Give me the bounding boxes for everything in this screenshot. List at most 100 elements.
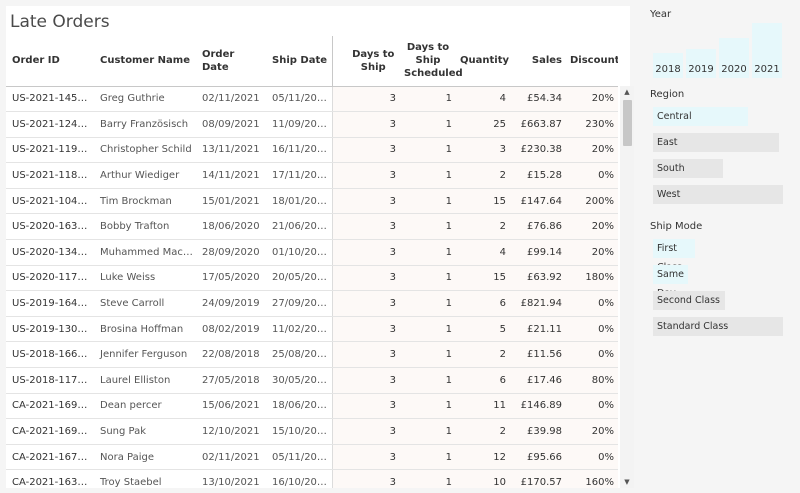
- discount-cell: 0%: [566, 444, 618, 471]
- sales-cell: £147.64: [510, 188, 566, 215]
- sales-cell: £663.87: [510, 111, 566, 138]
- customer-name-cell: Christopher Schild: [96, 137, 198, 164]
- customer-name-cell: Laurel Elliston: [96, 367, 198, 394]
- table-row[interactable]: US-2021-118157 Arthur Wiediger 14/11/2021 1…: [6, 162, 618, 189]
- ship-mode-filter-item[interactable]: Second Class: [653, 291, 725, 310]
- ship-mode-filter-item[interactable]: Same Day: [653, 265, 688, 299]
- sales-cell: £11.56: [510, 341, 566, 369]
- region-filter-item[interactable]: South: [653, 159, 723, 178]
- year-filter-bar[interactable]: [653, 53, 683, 78]
- ship-date-cell: 16/11/2021: [268, 137, 332, 164]
- table-row[interactable]: US-2019-130491 Brosina Hoffman 08/02/2019 1…: [6, 316, 618, 343]
- customer-name-cell: Tim Brockman: [96, 188, 198, 215]
- days-scheduled-cell: 1: [400, 162, 456, 189]
- year-filter-bar[interactable]: [752, 23, 782, 78]
- table-row[interactable]: US-2018-166828 Jennifer Ferguson 22/08/201…: [6, 341, 618, 369]
- customer-name-cell: Jennifer Ferguson: [96, 341, 198, 369]
- ship-mode-filter-item[interactable]: Standard Class: [653, 317, 783, 336]
- quantity-cell: 2: [456, 213, 510, 241]
- days-to-ship-cell: 3: [331, 341, 400, 369]
- sales-cell: £54.34: [510, 86, 566, 113]
- days-to-ship-cell: 3: [331, 137, 400, 164]
- region-filter-item[interactable]: West: [653, 185, 783, 204]
- order-id-cell: CA-2021-163160: [6, 469, 96, 488]
- customer-name-cell: Arthur Wiediger: [96, 162, 198, 189]
- order-id-cell: US-2020-163461: [6, 213, 96, 241]
- scroll-up-arrow-icon[interactable]: ▲: [624, 88, 630, 96]
- days-scheduled-cell: 1: [400, 444, 456, 471]
- discount-cell: 200%: [566, 188, 618, 215]
- sales-cell: £76.86: [510, 213, 566, 241]
- table-row[interactable]: CA-2021-167227 Nora Paige 02/11/2021 05/11/…: [6, 444, 618, 471]
- discount-cell: 0%: [566, 393, 618, 420]
- days-to-ship-cell: 3: [331, 393, 400, 420]
- sales-cell: £99.14: [510, 239, 566, 266]
- header-days-to-ship-scheduled[interactable]: Days to Ship Scheduled: [400, 36, 463, 87]
- sales-cell: £821.94: [510, 290, 566, 317]
- customer-name-cell: Luke Weiss: [96, 265, 198, 292]
- table-row[interactable]: CA-2021-163160 Troy Staebel 13/10/2021 16/1…: [6, 469, 618, 488]
- ship-date-cell: 27/09/2019: [268, 290, 332, 317]
- year-filter-label-item[interactable]: 2018: [655, 64, 681, 75]
- header-discount[interactable]: Discount: [566, 36, 618, 87]
- days-to-ship-cell: 3: [331, 188, 400, 215]
- order-id-cell: CA-2021-169691: [6, 393, 96, 420]
- table-row[interactable]: US-2021-119662 Christopher Schild 13/11/20…: [6, 137, 618, 164]
- table-row[interactable]: US-2018-117058 Laurel Elliston 27/05/2018 3…: [6, 367, 618, 394]
- table-row[interactable]: US-2021-145597 Greg Guthrie 02/11/2021 05/1…: [6, 86, 618, 113]
- order-date-cell: 13/10/2021: [198, 469, 268, 488]
- table-row[interactable]: US-2020-163461 Bobby Trafton 18/06/2020 21/…: [6, 213, 618, 241]
- order-date-cell: 14/11/2021: [198, 162, 268, 189]
- region-filter-item[interactable]: East: [653, 133, 779, 152]
- table-row[interactable]: US-2021-104661 Tim Brockman 15/01/2021 18/0…: [6, 188, 618, 215]
- days-to-ship-cell: 3: [331, 290, 400, 317]
- table-row[interactable]: US-2020-134656 Muhammed Macint... 28/09/20…: [6, 239, 618, 266]
- table-body: US-2021-145597 Greg Guthrie 02/11/2021 05/1…: [6, 86, 618, 488]
- sales-cell: £21.11: [510, 316, 566, 343]
- ship-mode-filter-label: Ship Mode: [650, 221, 703, 232]
- year-filter-bar[interactable]: [686, 49, 716, 78]
- days-to-ship-cell: 3: [331, 316, 400, 343]
- order-date-cell: 18/06/2020: [198, 213, 268, 241]
- customer-name-cell: Muhammed Macint...: [96, 239, 198, 266]
- header-days-to-ship[interactable]: Days to Ship: [331, 36, 400, 87]
- table-row[interactable]: US-2020-117037 Luke Weiss 17/05/2020 20/05/…: [6, 265, 618, 292]
- order-id-cell: US-2021-118157: [6, 162, 96, 189]
- header-ship-date[interactable]: Ship Date: [268, 36, 332, 87]
- region-filter-item[interactable]: Central: [653, 107, 748, 126]
- quantity-cell: 2: [456, 162, 510, 189]
- scroll-thumb[interactable]: [623, 100, 632, 146]
- discount-cell: 160%: [566, 469, 618, 488]
- order-date-cell: 27/05/2018: [198, 367, 268, 394]
- table-row[interactable]: US-2021-124779 Barry Französisch 08/09/202…: [6, 111, 618, 138]
- discount-cell: 0%: [566, 316, 618, 343]
- year-filter-label-item[interactable]: 2021: [754, 64, 780, 75]
- ship-mode-filter-item[interactable]: First Class: [653, 239, 695, 273]
- customer-name-cell: Dean percer: [96, 393, 198, 420]
- table-header-row: Order ID Customer Name Order Date Ship D…: [6, 36, 618, 87]
- header-quantity[interactable]: Quantity: [456, 36, 510, 87]
- quantity-cell: 2: [456, 341, 510, 369]
- customer-name-cell: Brosina Hoffman: [96, 316, 198, 343]
- table-scrollbar[interactable]: ▲ ▼: [620, 86, 634, 488]
- table-row[interactable]: US-2019-164308 Steve Carroll 24/09/2019 27/…: [6, 290, 618, 317]
- order-date-cell: 15/01/2021: [198, 188, 268, 215]
- scroll-down-arrow-icon[interactable]: ▼: [624, 478, 630, 486]
- year-filter-bar[interactable]: [719, 38, 749, 78]
- table-row[interactable]: CA-2021-169691 Dean percer 15/06/2021 18/06…: [6, 393, 618, 420]
- days-scheduled-cell: 1: [400, 137, 456, 164]
- header-order-id[interactable]: Order ID: [6, 36, 96, 87]
- year-filter-label-item[interactable]: 2019: [688, 64, 714, 75]
- header-sales[interactable]: Sales: [510, 36, 566, 87]
- header-order-date[interactable]: Order Date: [198, 36, 268, 87]
- days-to-ship-cell: 3: [331, 86, 400, 113]
- order-date-cell: 12/10/2021: [198, 418, 268, 445]
- header-customer-name[interactable]: Customer Name: [96, 36, 198, 87]
- year-filter-label-item[interactable]: 2020: [721, 64, 747, 75]
- table-row[interactable]: CA-2021-169362 Sung Pak 12/10/2021 15/10/20…: [6, 418, 618, 445]
- customer-name-cell: Greg Guthrie: [96, 86, 198, 113]
- region-filter-label: Region: [650, 89, 685, 100]
- days-scheduled-cell: 1: [400, 239, 456, 266]
- order-date-cell: 24/09/2019: [198, 290, 268, 317]
- quantity-cell: 2: [456, 418, 510, 445]
